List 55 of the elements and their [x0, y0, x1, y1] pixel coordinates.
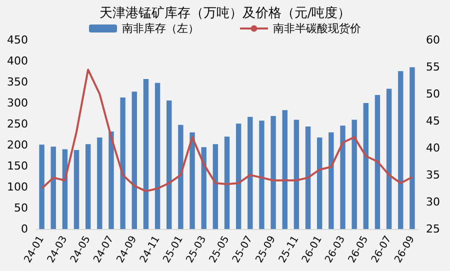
bar: [374, 95, 380, 229]
y2-tick-label: 35: [426, 168, 440, 182]
y-tick-label: 400: [7, 54, 28, 68]
y-tick-label: 200: [7, 138, 28, 152]
bar: [398, 71, 404, 229]
legend-label: 南非库存（左）: [122, 22, 199, 35]
bar: [166, 100, 172, 229]
bar: [294, 120, 300, 229]
bar: [270, 116, 276, 229]
y-tick-label: 300: [7, 96, 28, 110]
y2-tick-label: 40: [426, 142, 440, 154]
y2-tick-label: 60: [426, 34, 440, 46]
bar: [410, 67, 415, 229]
bar: [74, 150, 80, 229]
bar: [190, 132, 195, 229]
chart-title: 天津港锰矿库存（万吨）及价格（元/吨度）: [99, 5, 351, 21]
bar: [39, 144, 44, 229]
y-tick-label: 100: [7, 180, 28, 194]
bar: [317, 137, 322, 229]
bar: [224, 136, 230, 229]
bar: [328, 132, 334, 229]
bar: [178, 124, 184, 229]
bar: [108, 132, 114, 229]
bar: [248, 116, 253, 229]
y2-tick-label: 45: [426, 114, 440, 128]
y2-tick-label: 30: [426, 196, 440, 208]
y-tick-label: 0: [21, 222, 28, 236]
y-tick-label: 50: [14, 202, 28, 214]
bar: [97, 137, 102, 229]
y-tick-label: 350: [7, 76, 28, 88]
legend-label: 南非半碳酸现货价: [273, 22, 361, 35]
bar: [212, 144, 218, 229]
bar: [62, 149, 68, 229]
bar: [50, 146, 56, 229]
bar: [363, 103, 369, 229]
y2-tick-label: 55: [426, 60, 440, 74]
bar: [143, 79, 149, 229]
bar: [201, 147, 206, 229]
bar: [259, 120, 264, 229]
y-tick-label: 250: [7, 118, 28, 130]
bar: [132, 92, 137, 229]
bar: [236, 124, 242, 229]
y-tick-label: 150: [7, 160, 28, 172]
bar: [282, 110, 288, 229]
bar: [85, 144, 91, 229]
bar: [340, 126, 346, 229]
y-tick-label: 450: [7, 34, 28, 46]
bar: [154, 82, 160, 229]
y2-tick-label: 25: [426, 222, 440, 236]
bar: [352, 120, 357, 229]
bar: [120, 98, 126, 229]
bar: [386, 88, 392, 229]
line-series: [40, 68, 414, 192]
bar: [305, 126, 311, 229]
y2-tick-label: 50: [426, 88, 440, 100]
